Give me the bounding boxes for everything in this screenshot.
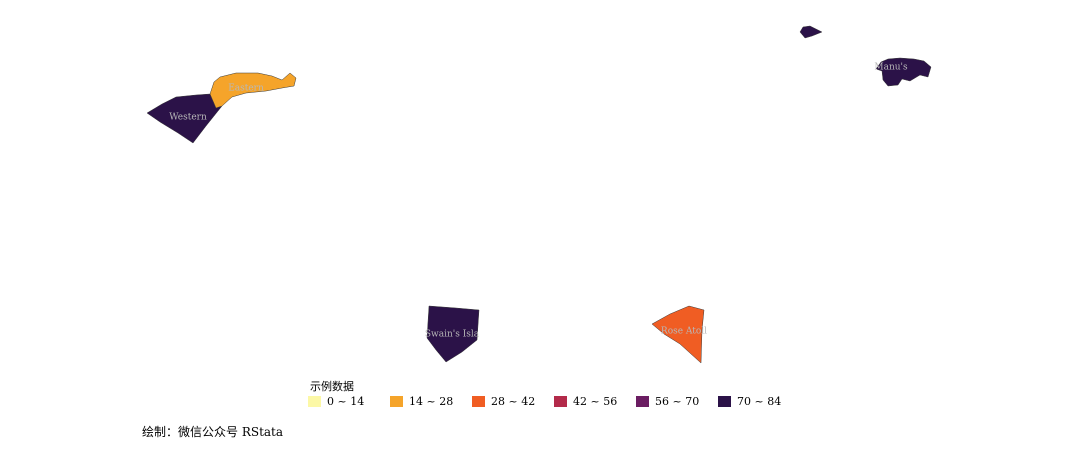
legend-item: 42 ~ 56 — [554, 395, 636, 408]
region-label-swains-island: Swain's Isla — [425, 330, 480, 340]
region-eastern — [209, 72, 297, 109]
legend-item: 56 ~ 70 — [636, 395, 718, 408]
legend-swatch — [472, 396, 485, 407]
region-label-manua: Manu's — [874, 63, 908, 73]
legend-item-label: 14 ~ 28 — [409, 395, 454, 408]
legend-item-label: 0 ~ 14 — [327, 395, 365, 408]
legend-swatch — [718, 396, 731, 407]
legend-item-label: 28 ~ 42 — [491, 395, 536, 408]
legend-items: 0 ~ 14 14 ~ 28 28 ~ 42 42 ~ 56 56 ~ 70 7… — [308, 395, 800, 408]
region-swains-island — [426, 305, 480, 363]
region-label-western: Western — [169, 113, 207, 123]
map-legend: 示例数据 0 ~ 14 14 ~ 28 28 ~ 42 42 ~ 56 56 ~… — [308, 378, 788, 412]
legend-swatch — [390, 396, 403, 407]
legend-item-label: 56 ~ 70 — [655, 395, 700, 408]
region-rose-atoll — [651, 305, 705, 364]
legend-swatch — [636, 396, 649, 407]
region-manua-islet — [799, 25, 823, 39]
map-caption: 绘制：微信公众号 RStata — [142, 425, 284, 439]
legend-item: 14 ~ 28 — [390, 395, 472, 408]
region-label-eastern: Eastern — [228, 84, 264, 94]
legend-swatch — [308, 396, 321, 407]
legend-swatch — [554, 396, 567, 407]
region-label-rose-atoll: Rose Atoll — [661, 327, 707, 337]
legend-item-label: 42 ~ 56 — [573, 395, 618, 408]
region-manua — [875, 57, 932, 87]
legend-item: 28 ~ 42 — [472, 395, 554, 408]
legend-item: 70 ~ 84 — [718, 395, 800, 408]
legend-item-label: 70 ~ 84 — [737, 395, 782, 408]
legend-item: 0 ~ 14 — [308, 395, 390, 408]
legend-title: 示例数据 — [310, 380, 354, 393]
